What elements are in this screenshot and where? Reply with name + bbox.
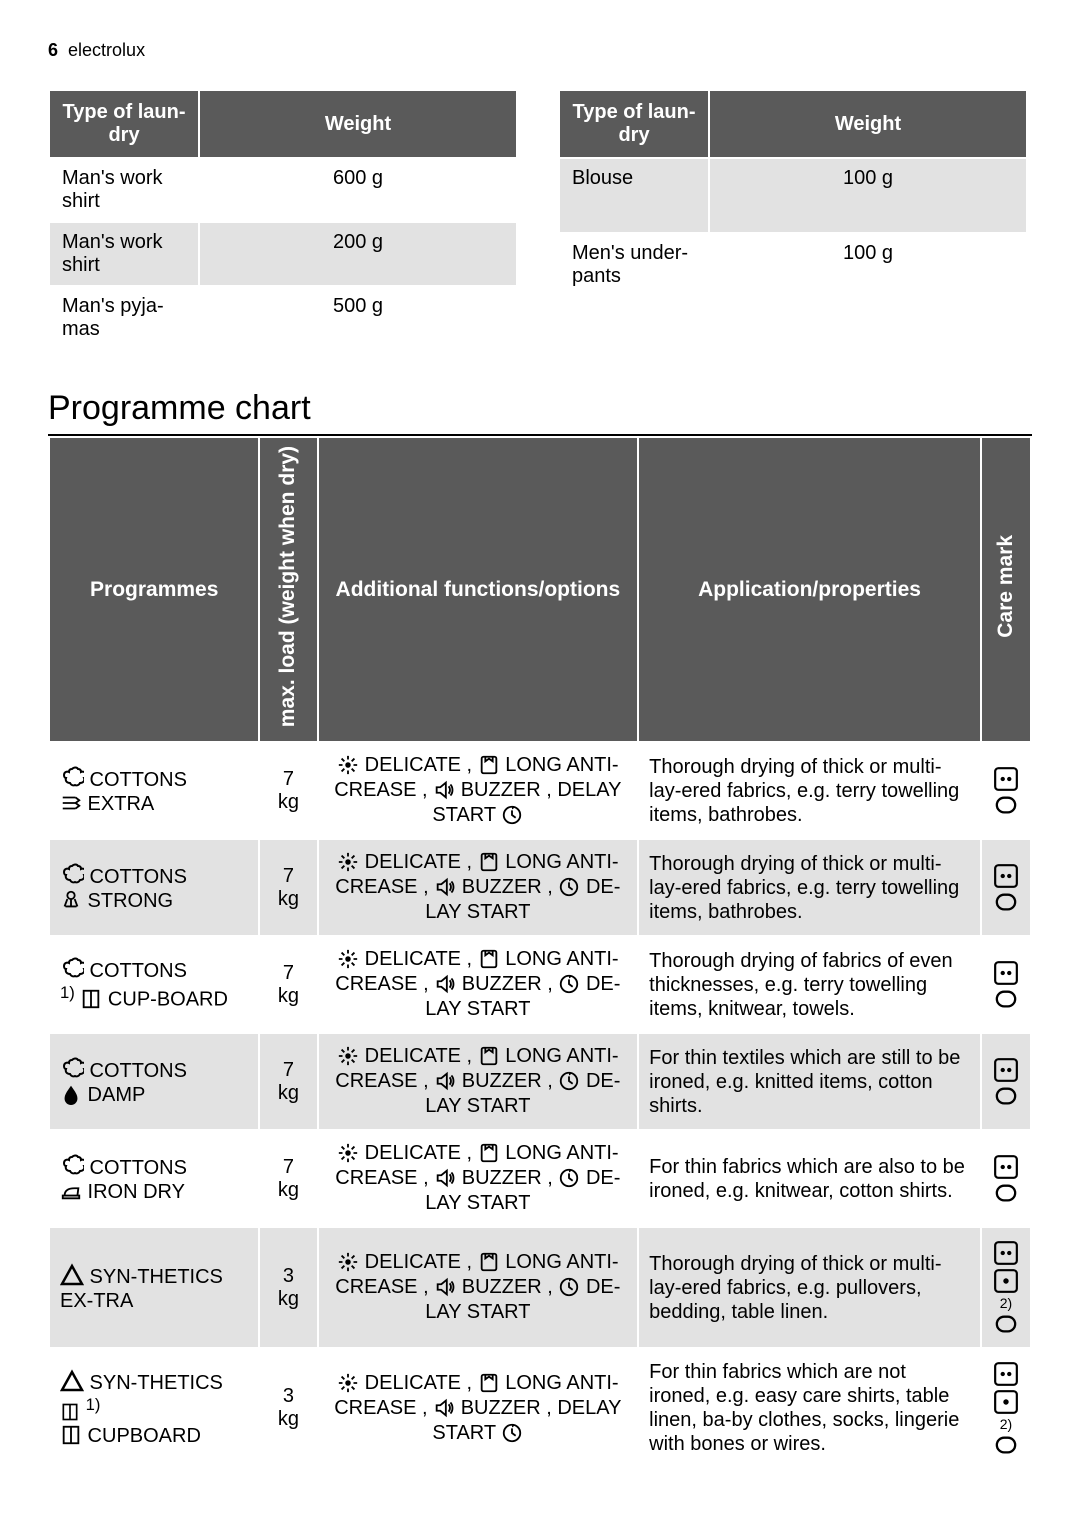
weight-tables-row: Type of laun-dry Weight Man's work shirt… <box>48 89 1032 351</box>
programme-name: COTTONS IRON DRY <box>60 1154 248 1204</box>
cell-programme: COTTONS1) CUP-BOARD <box>49 936 259 1033</box>
th-care: Care mark <box>981 437 1031 742</box>
laundry-weight: 200 g <box>199 222 517 286</box>
laundry-weight: 500 g <box>199 286 517 350</box>
programme-name: SYN-THETICS EX-TRA <box>60 1263 248 1313</box>
cell-care-mark: 2) <box>981 1227 1031 1348</box>
cell-options: DELICATE , LONG ANTI-CREASE , BUZZER , D… <box>318 1227 639 1348</box>
cell-application: For thin textiles which are still to be … <box>638 1033 981 1130</box>
weight-table-right: Type of laun-dry Weight Blouse100 gMen's… <box>558 89 1028 351</box>
cell-application: For thin fabrics which are also to be ir… <box>638 1130 981 1227</box>
section-title: Programme chart <box>48 389 1032 436</box>
th-load: max. load (weight when dry) <box>259 437 317 742</box>
cell-load: 7 kg <box>259 839 317 936</box>
laundry-item: Man's work shirt <box>49 158 199 222</box>
laundry-item: Men's under-pants <box>559 233 709 350</box>
laundry-weight: 600 g <box>199 158 517 222</box>
cell-care-mark: 2) <box>981 1348 1031 1469</box>
programme-name: COTTONS EXTRA <box>60 766 248 816</box>
cell-load: 7 kg <box>259 936 317 1033</box>
programme-name: COTTONS1) CUP-BOARD <box>60 957 248 1012</box>
th-weight: Weight <box>709 90 1027 158</box>
cell-options: DELICATE , LONG ANTI-CREASE , BUZZER , D… <box>318 936 639 1033</box>
th-laundry: Type of laun-dry <box>559 90 709 158</box>
cell-options: DELICATE , LONG ANTI-CREASE , BUZZER , D… <box>318 1130 639 1227</box>
cell-options: DELICATE , LONG ANTI-CREASE , BUZZER , D… <box>318 839 639 936</box>
page-header: 6 electrolux <box>48 40 1032 61</box>
cell-load: 7 kg <box>259 742 317 839</box>
cell-programme: COTTONS EXTRA <box>49 742 259 839</box>
cell-programme: SYN-THETICS 1) CUPBOARD <box>49 1348 259 1469</box>
cell-application: Thorough drying of fabrics of even thick… <box>638 936 981 1033</box>
cell-application: Thorough drying of thick or multi- lay-e… <box>638 742 981 839</box>
programme-name: SYN-THETICS 1) CUPBOARD <box>60 1369 248 1448</box>
cell-application: Thorough drying of thick or multi- lay-e… <box>638 839 981 936</box>
th-laundry: Type of laun-dry <box>49 90 199 158</box>
cell-programme: COTTONS STRONG <box>49 839 259 936</box>
cell-application: For thin fabrics which are not ironed, e… <box>638 1348 981 1469</box>
cell-options: DELICATE , LONG ANTI-CREASE , BUZZER , D… <box>318 1033 639 1130</box>
cell-load: 7 kg <box>259 1130 317 1227</box>
cell-options: DELICATE , LONG ANTI-CREASE , BUZZER , D… <box>318 1348 639 1469</box>
cell-load: 7 kg <box>259 1033 317 1130</box>
programme-chart-table: Programmes max. load (weight when dry) A… <box>48 436 1032 1470</box>
cell-programme: COTTONS IRON DRY <box>49 1130 259 1227</box>
brand-name: electrolux <box>68 40 145 60</box>
th-options: Additional functions/options <box>318 437 639 742</box>
cell-load: 3 kg <box>259 1348 317 1469</box>
cell-programme: SYN-THETICS EX-TRA <box>49 1227 259 1348</box>
cell-care-mark <box>981 1130 1031 1227</box>
laundry-item: Man's work shirt <box>49 222 199 286</box>
cell-care-mark <box>981 1033 1031 1130</box>
cell-programme: COTTONS DAMP <box>49 1033 259 1130</box>
page-number: 6 <box>48 40 58 60</box>
weight-table-left: Type of laun-dry Weight Man's work shirt… <box>48 89 518 351</box>
programme-name: COTTONS STRONG <box>60 863 248 913</box>
laundry-weight: 100 g <box>709 233 1027 350</box>
cell-application: Thorough drying of thick or multi-lay-er… <box>638 1227 981 1348</box>
cell-care-mark <box>981 742 1031 839</box>
th-weight: Weight <box>199 90 517 158</box>
cell-options: DELICATE , LONG ANTI-CREASE , BUZZER , D… <box>318 742 639 839</box>
th-programmes: Programmes <box>49 437 259 742</box>
laundry-item: Man's pyja-mas <box>49 286 199 350</box>
programme-name: COTTONS DAMP <box>60 1057 248 1107</box>
cell-care-mark <box>981 839 1031 936</box>
cell-care-mark <box>981 936 1031 1033</box>
laundry-weight: 100 g <box>709 158 1027 233</box>
laundry-item: Blouse <box>559 158 709 233</box>
th-application: Application/properties <box>638 437 981 742</box>
cell-load: 3 kg <box>259 1227 317 1348</box>
